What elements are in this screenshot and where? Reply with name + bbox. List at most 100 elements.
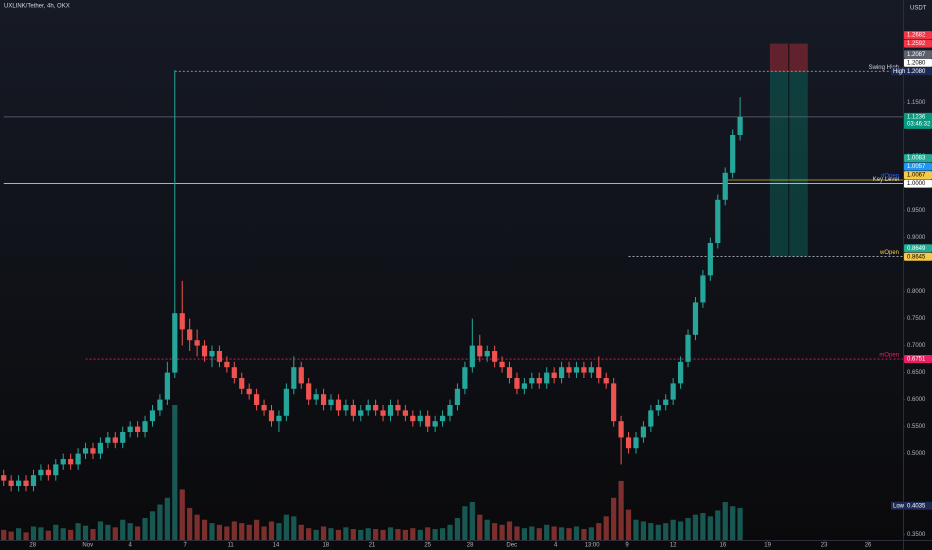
volume-bar bbox=[387, 527, 394, 540]
volume-bar bbox=[730, 506, 736, 540]
candle-body bbox=[648, 410, 654, 427]
candle-body bbox=[75, 453, 81, 465]
candle-body bbox=[164, 372, 170, 400]
candle-body bbox=[135, 426, 141, 432]
candle-body bbox=[469, 345, 475, 368]
candle-body bbox=[588, 367, 594, 373]
candle-body bbox=[462, 367, 468, 389]
price-box-label: 1.2087 bbox=[907, 52, 926, 58]
candle-body bbox=[149, 410, 156, 422]
price-box bbox=[904, 154, 932, 163]
price-box bbox=[904, 179, 932, 188]
candle-body bbox=[127, 426, 133, 432]
candle-body bbox=[350, 405, 356, 416]
candle-body bbox=[536, 378, 542, 384]
volume-bar bbox=[283, 514, 289, 540]
candle-body bbox=[68, 459, 74, 465]
volume-bar bbox=[335, 529, 342, 540]
volume-bar bbox=[127, 523, 133, 540]
volume-bar bbox=[499, 524, 505, 540]
candle-body bbox=[581, 367, 587, 373]
chart-title: UXLINK/Tether, 4h, OKX bbox=[4, 4, 70, 10]
level-label: mOpen bbox=[879, 353, 899, 359]
price-box-tag bbox=[891, 501, 904, 510]
volume-bar bbox=[648, 523, 654, 540]
candle-body bbox=[439, 415, 446, 422]
volume-bar bbox=[536, 528, 542, 540]
volume-bar bbox=[291, 516, 297, 540]
volume-bar bbox=[566, 528, 572, 540]
x-tick-label: 21 bbox=[369, 543, 376, 549]
volume-bar bbox=[685, 518, 691, 540]
candle-body bbox=[677, 361, 684, 384]
volume-bar bbox=[506, 521, 513, 540]
x-tick-label: 16 bbox=[720, 543, 727, 549]
volume-bar bbox=[82, 525, 89, 540]
x-tick-label: Dec bbox=[506, 543, 517, 549]
price-box bbox=[904, 31, 932, 40]
candle-body bbox=[618, 421, 624, 438]
candle-body bbox=[328, 399, 334, 405]
volume-bar bbox=[462, 506, 468, 540]
candle-body bbox=[30, 475, 37, 486]
volume-bar bbox=[722, 502, 728, 540]
price-box bbox=[904, 50, 932, 59]
volume-bar bbox=[596, 523, 602, 540]
volume-bar bbox=[477, 514, 483, 540]
volume-bar bbox=[142, 518, 148, 540]
candle-body bbox=[187, 329, 193, 341]
candle-body bbox=[477, 345, 483, 357]
volume-bar bbox=[373, 529, 379, 540]
volume-bar bbox=[239, 523, 245, 540]
candle-body bbox=[23, 480, 29, 486]
candle-body bbox=[365, 405, 371, 411]
candle-body bbox=[700, 275, 706, 303]
candle-body bbox=[558, 367, 565, 378]
y-tick-label: 0.5500 bbox=[907, 424, 926, 430]
candle-body bbox=[60, 459, 66, 465]
candle-body bbox=[447, 405, 453, 416]
candle-body bbox=[15, 480, 22, 486]
candle-body bbox=[625, 437, 632, 449]
price-box bbox=[904, 501, 932, 510]
volume-bar bbox=[105, 524, 111, 540]
volume-bar bbox=[172, 405, 178, 540]
price-box-label: 1.0000 bbox=[907, 181, 926, 187]
volume-bar bbox=[410, 528, 416, 540]
volume-bar bbox=[320, 526, 327, 540]
volume-bar bbox=[30, 526, 37, 540]
candle-body bbox=[506, 367, 513, 378]
candle-body bbox=[343, 405, 349, 411]
volume-bar bbox=[209, 523, 215, 540]
price-box-label: 0.6751 bbox=[907, 357, 926, 363]
level-label: Swing High bbox=[869, 65, 899, 71]
candle-body bbox=[730, 135, 736, 173]
volume-bar bbox=[492, 523, 498, 540]
volume-bar bbox=[23, 532, 29, 540]
candle-body bbox=[499, 361, 505, 368]
candle-body bbox=[633, 437, 639, 449]
candle-body bbox=[611, 383, 617, 422]
candle-body bbox=[90, 448, 96, 454]
level-label: wOpen bbox=[879, 250, 899, 256]
volume-bar bbox=[120, 519, 126, 540]
candle-body bbox=[239, 378, 245, 389]
candle-body bbox=[320, 394, 327, 405]
candle-body bbox=[670, 383, 676, 400]
candle-body bbox=[692, 302, 699, 335]
candle-body bbox=[194, 340, 200, 346]
candle-body bbox=[120, 432, 126, 443]
candle-body bbox=[268, 410, 275, 422]
x-tick-label: 4 bbox=[128, 543, 132, 549]
candle-body bbox=[685, 334, 691, 362]
candle-body bbox=[142, 421, 148, 432]
volume-bar bbox=[75, 523, 81, 540]
volume-bar bbox=[90, 529, 96, 540]
candle-body bbox=[313, 394, 319, 400]
candle-body bbox=[521, 383, 527, 389]
candle-body bbox=[276, 415, 282, 422]
volume-bar bbox=[692, 514, 699, 540]
price-box-tag bbox=[891, 67, 904, 76]
volume-bar bbox=[164, 497, 170, 540]
